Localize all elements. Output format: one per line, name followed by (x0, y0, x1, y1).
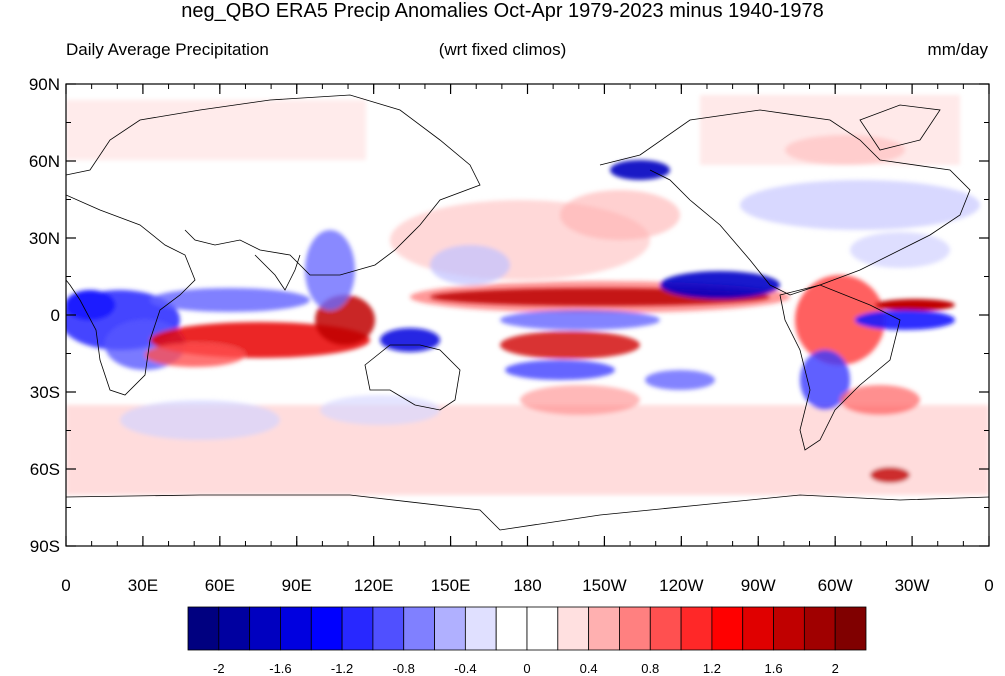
colorbar-label: -1.2 (331, 661, 353, 676)
colorbar-swatch (803, 606, 836, 651)
colorbar-swatch (619, 606, 651, 651)
colorbar-label: -1.6 (269, 661, 291, 676)
lat-tick-label: 30S (30, 383, 60, 402)
colorbar-swatch (495, 606, 528, 651)
lon-tick-label: 0 (61, 576, 70, 595)
colorbar-swatch (218, 606, 251, 651)
colorbar-swatch (526, 606, 559, 651)
lat-tick-label: 30N (29, 229, 60, 248)
colorbar: -2 -1.6 -1.2 -0.8 -0.4 0 0.4 0.8 1.2 1.6 2 (187, 606, 867, 676)
units-label: mm/day (927, 40, 988, 59)
colorbar-label: 0 (523, 661, 530, 676)
colorbar-label: 0.4 (580, 661, 598, 676)
colorbar-swatch (280, 606, 312, 651)
longitude-axis: 0 30E 60E 90E 120E 150E 180 150W 120W 90W 60W 30W 0 (61, 84, 994, 595)
lat-tick-label: 60N (29, 152, 60, 171)
colorbar-swatch (742, 606, 774, 651)
lat-tick-label: 90N (29, 75, 60, 94)
map-title: neg_QBO ERA5 Precip Anomalies Oct-Apr 19… (181, 0, 824, 22)
latitude-axis: 90N 60N 30N 0 30S 60S 90S (29, 75, 989, 556)
colorbar-swatch (403, 606, 435, 651)
colorbar-swatch (773, 606, 805, 651)
colorbar-label: 2 (832, 661, 839, 676)
lon-tick-label: 60E (205, 576, 235, 595)
lat-tick-label: 60S (30, 460, 60, 479)
lat-tick-label: 90S (30, 537, 60, 556)
lon-tick-label: 120W (659, 576, 703, 595)
lat-tick-label: 0 (51, 306, 60, 325)
lon-tick-label: 30E (128, 576, 158, 595)
colorbar-swatch (249, 606, 281, 651)
precip-anomaly-field (66, 84, 989, 546)
colorbar-swatch (834, 606, 867, 651)
colorbar-swatch (711, 606, 744, 651)
colorbar-swatch (588, 606, 620, 651)
lon-tick-label: 90W (741, 576, 776, 595)
reference-note: (wrt fixed climos) (438, 40, 567, 59)
colorbar-swatch (464, 606, 497, 651)
colorbar-label: -0.4 (454, 661, 476, 676)
lon-tick-label: 180 (513, 576, 541, 595)
colorbar-swatch (557, 606, 590, 651)
colorbar-label: 1.6 (765, 661, 783, 676)
lon-tick-label: 60W (818, 576, 853, 595)
colorbar-swatch (341, 606, 374, 651)
variable-label: Daily Average Precipitation (66, 40, 269, 59)
lon-tick-label: 0 (984, 576, 993, 595)
lon-tick-label: 30W (895, 576, 930, 595)
colorbar-swatch (372, 606, 405, 651)
lon-tick-label: 120E (354, 576, 394, 595)
colorbar-label: 1.2 (703, 661, 721, 676)
lon-tick-label: 150W (582, 576, 626, 595)
colorbar-swatch (680, 606, 713, 651)
lon-tick-label: 150E (431, 576, 471, 595)
colorbar-swatch (187, 606, 220, 651)
colorbar-swatch (310, 606, 343, 651)
colorbar-swatch (649, 606, 682, 651)
colorbar-label: -0.8 (393, 661, 415, 676)
coastlines (66, 94, 989, 531)
colorbar-label: 0.8 (641, 661, 659, 676)
colorbar-swatch (434, 606, 466, 651)
colorbar-label: -2 (213, 661, 225, 676)
lon-tick-label: 90E (282, 576, 312, 595)
